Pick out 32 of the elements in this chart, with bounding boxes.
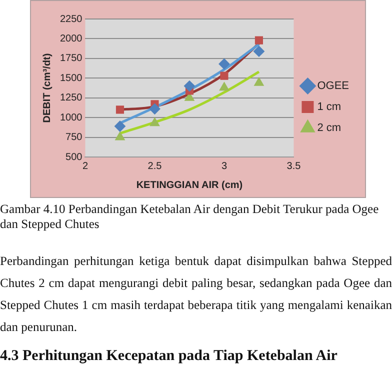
y-tick-label: 2250 <box>60 14 83 25</box>
point <box>149 103 160 114</box>
point <box>254 77 264 86</box>
point <box>114 120 126 132</box>
point <box>116 106 124 114</box>
y-axis-title: DEBIT (cm³/dt) <box>42 53 53 123</box>
y-tick-label: 750 <box>66 132 83 144</box>
legend-label: 1 cm <box>317 101 342 114</box>
legend-label: 2 cm <box>317 122 342 134</box>
y-tick-label: 500 <box>66 152 83 163</box>
x-tick-label: 3.5 <box>286 160 302 172</box>
legend-label: OGEE <box>317 80 350 92</box>
y-tick-label: 1500 <box>60 72 83 84</box>
point <box>115 132 125 140</box>
text: Gambar 4.10 Perbandingan Ketebalan Air dengan Debit Terukur pada Ogee dan Stepped Chutes <box>0 202 380 232</box>
x-axis-title: KETINGGIAN AIR (cm) <box>136 180 243 191</box>
point <box>220 72 228 80</box>
point <box>184 80 195 92</box>
x-tick-label: 2 <box>82 160 88 172</box>
y-tick-label: 1250 <box>60 92 83 104</box>
text: 4.3 Perhitungan Kecepatan pada Tiap Ketebalan Air <box>0 348 338 365</box>
y-tick-label: 1000 <box>60 112 83 124</box>
y-tick-label: 1750 <box>60 53 83 64</box>
text: Perbandingan perhitungan ketiga bentuk dapat disimpulkan bahwa Stepped Chutes 2 cm dapat mengurangi debit paling besar, sedangkan pada Ogee dan Stepped Chutes 1 cm masih terdapat beberapa titik yang mengalami kenaikan dan penurunan. <box>0 253 392 336</box>
point <box>254 36 264 44</box>
point <box>150 118 160 126</box>
point <box>253 46 264 57</box>
y-tick-label: 2000 <box>60 33 83 44</box>
x-tick-label: 3 <box>221 160 228 172</box>
point <box>218 58 230 70</box>
x-tick-label: 2.5 <box>148 160 162 172</box>
point <box>219 82 230 91</box>
